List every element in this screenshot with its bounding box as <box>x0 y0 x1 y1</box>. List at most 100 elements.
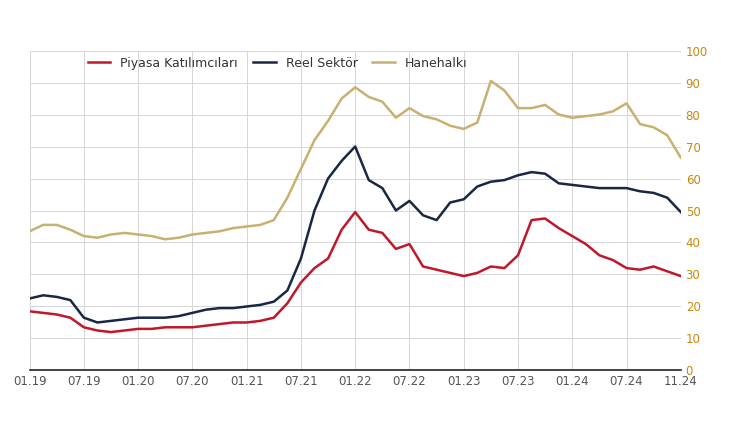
Hanehalkı <box>53 222 61 227</box>
Piyasa Katılımcıları <box>38 310 47 315</box>
Reel Sektör <box>337 158 346 163</box>
Hanehalkı <box>432 117 441 122</box>
Hanehalkı <box>297 166 306 171</box>
Reel Sektör <box>107 318 115 323</box>
Reel Sektör <box>514 173 522 178</box>
Piyasa Katılımcıları <box>432 267 441 272</box>
Piyasa Katılımcıları <box>636 267 645 272</box>
Hanehalkı <box>147 234 156 239</box>
Reel Sektör <box>473 184 482 189</box>
Piyasa Katılımcıları <box>215 322 224 327</box>
Reel Sektör <box>93 320 102 325</box>
Reel Sektör <box>201 307 210 312</box>
Hanehalkı <box>79 234 88 239</box>
Hanehalkı <box>161 237 169 242</box>
Reel Sektör <box>283 288 292 293</box>
Piyasa Katılımcıları <box>147 326 156 331</box>
Hanehalkı <box>582 114 591 119</box>
Piyasa Katılımcıları <box>310 266 319 271</box>
Hanehalkı <box>188 232 197 237</box>
Piyasa Katılımcıları <box>188 325 197 330</box>
Piyasa Katılımcıları <box>201 323 210 328</box>
Reel Sektör <box>419 213 428 218</box>
Line: Hanehalkı: Hanehalkı <box>30 81 681 239</box>
Piyasa Katılımcıları <box>419 264 428 269</box>
Hanehalkı <box>337 96 346 101</box>
Hanehalkı <box>649 125 658 130</box>
Hanehalkı <box>351 85 360 90</box>
Piyasa Katılımcıları <box>486 264 495 269</box>
Piyasa Katılımcıları <box>107 330 115 335</box>
Piyasa Katılımcıları <box>595 253 604 258</box>
Hanehalkı <box>541 102 550 107</box>
Reel Sektör <box>582 184 591 189</box>
Hanehalkı <box>175 235 184 240</box>
Reel Sektör <box>486 179 495 184</box>
Piyasa Katılımcıları <box>134 326 143 331</box>
Piyasa Katılımcıları <box>460 274 468 279</box>
Hanehalkı <box>554 112 563 117</box>
Reel Sektör <box>649 190 658 195</box>
Hanehalkı <box>419 114 428 119</box>
Reel Sektör <box>79 315 88 320</box>
Piyasa Katılımcıları <box>622 266 631 271</box>
Hanehalkı <box>473 120 482 125</box>
Hanehalkı <box>242 224 251 229</box>
Reel Sektör <box>256 302 265 307</box>
Piyasa Katılımcıları <box>229 320 238 325</box>
Reel Sektör <box>460 197 468 202</box>
Reel Sektör <box>297 256 306 261</box>
Hanehalkı <box>460 126 468 131</box>
Reel Sektör <box>445 200 454 205</box>
Hanehalkı <box>323 118 332 123</box>
Piyasa Katılımcıları <box>473 270 482 275</box>
Reel Sektör <box>269 299 278 304</box>
Reel Sektör <box>541 171 550 176</box>
Piyasa Katılımcıları <box>175 325 184 330</box>
Piyasa Katılımcıları <box>256 318 265 323</box>
Reel Sektör <box>378 186 387 191</box>
Reel Sektör <box>405 198 414 203</box>
Piyasa Katılımcıları <box>364 227 373 232</box>
Hanehalkı <box>663 133 672 138</box>
Hanehalkı <box>405 106 414 111</box>
Hanehalkı <box>378 99 387 104</box>
Reel Sektör <box>323 176 332 181</box>
Reel Sektör <box>568 182 576 187</box>
Line: Reel Sektör: Reel Sektör <box>30 147 681 322</box>
Hanehalkı <box>93 235 102 240</box>
Hanehalkı <box>568 115 576 120</box>
Line: Piyasa Katılımcıları: Piyasa Katılımcıları <box>30 212 681 332</box>
Reel Sektör <box>161 315 169 320</box>
Hanehalkı <box>486 78 495 83</box>
Reel Sektör <box>25 296 34 301</box>
Reel Sektör <box>527 170 536 175</box>
Piyasa Katılımcıları <box>445 270 454 275</box>
Piyasa Katılımcıları <box>79 325 88 330</box>
Reel Sektör <box>364 178 373 183</box>
Reel Sektör <box>215 306 224 311</box>
Reel Sektör <box>38 293 47 298</box>
Hanehalkı <box>622 101 631 106</box>
Hanehalkı <box>676 155 685 160</box>
Reel Sektör <box>310 208 319 213</box>
Hanehalkı <box>201 230 210 235</box>
Hanehalkı <box>229 226 238 231</box>
Piyasa Katılımcıları <box>242 320 251 325</box>
Reel Sektör <box>66 298 75 303</box>
Reel Sektör <box>120 317 129 322</box>
Hanehalkı <box>269 218 278 223</box>
Piyasa Katılımcıları <box>500 266 509 271</box>
Piyasa Katılımcıları <box>337 227 346 232</box>
Legend: Piyasa Katılımcıları, Reel Sektör, Hanehalkı: Piyasa Katılımcıları, Reel Sektör, Haneh… <box>88 57 468 70</box>
Hanehalkı <box>25 229 34 234</box>
Reel Sektör <box>188 310 197 315</box>
Hanehalkı <box>391 115 400 120</box>
Piyasa Katılımcıları <box>269 315 278 320</box>
Hanehalkı <box>310 138 319 143</box>
Piyasa Katılımcıları <box>608 258 617 263</box>
Hanehalkı <box>364 94 373 99</box>
Reel Sektör <box>134 315 143 320</box>
Reel Sektör <box>608 186 617 191</box>
Hanehalkı <box>527 106 536 111</box>
